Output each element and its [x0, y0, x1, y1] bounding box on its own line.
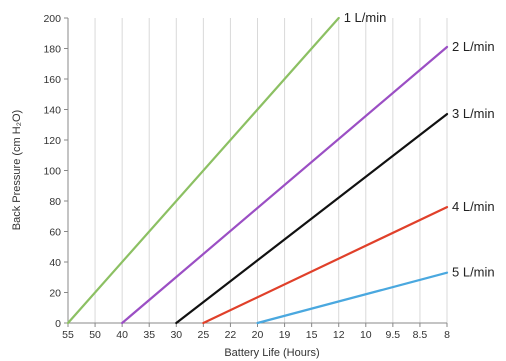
y-tick-label: 60: [49, 227, 61, 239]
y-tick-label: 0: [55, 318, 61, 330]
y-tick-label: 20: [49, 288, 61, 300]
gridlines: [67, 18, 448, 323]
y-tick-label: 200: [43, 13, 61, 25]
series-line-4: [202, 206, 449, 325]
x-tick-label: 20: [252, 329, 264, 341]
x-tick-label: 40: [116, 329, 128, 341]
x-tick-label: 22: [225, 329, 237, 341]
series-label-2: 2 L/min: [452, 39, 495, 54]
y-tick-label: 180: [43, 44, 61, 56]
y-tick-label: 80: [49, 196, 61, 208]
series-labels: 1 L/min 2 L/min 3 L/min 4 L/min 5 L/min: [344, 10, 495, 280]
y-tick-label: 160: [43, 74, 61, 86]
x-tick-label: 19: [279, 329, 291, 341]
y-tick-label: 100: [43, 166, 61, 178]
y-tick-label: 40: [49, 257, 61, 269]
x-tick-label: 9.5: [386, 329, 401, 341]
series-lines: [66, 16, 449, 325]
x-tick-label: 12: [333, 329, 345, 341]
x-tick-label: 8: [444, 329, 450, 341]
y-tick-label: 120: [43, 135, 61, 147]
x-tick-label: 8.5: [413, 329, 428, 341]
x-axis-title: Battery Life (Hours): [224, 347, 319, 359]
y-axis-title: Back Pressure (cm H₂O): [11, 110, 23, 230]
x-tick-label: 25: [198, 329, 210, 341]
series-line-3: [175, 112, 449, 325]
series-label-1: 1 L/min: [344, 10, 387, 25]
x-tick-label: 30: [170, 329, 182, 341]
x-tick-label: 50: [89, 329, 101, 341]
series-line-1: [66, 16, 340, 325]
series-line-2: [121, 45, 449, 325]
series-label-5: 5 L/min: [452, 265, 495, 280]
y-tick-label: 140: [43, 105, 61, 117]
series-label-3: 3 L/min: [452, 106, 495, 121]
x-tick-label: 55: [62, 329, 74, 341]
series-line-5: [256, 271, 449, 325]
y-tick-labels: 0 20 40 60 80 100 120 140 160 180 200: [43, 13, 61, 330]
axes: [64, 17, 448, 327]
x-tick-label: 35: [143, 329, 155, 341]
series-label-4: 4 L/min: [452, 199, 495, 214]
x-tick-labels: 55 50 40 35 30 25 22 20 19 15 12 10 9.5 8.5 8: [62, 329, 450, 341]
x-tick-label: 15: [306, 329, 318, 341]
x-tick-label: 10: [360, 329, 372, 341]
